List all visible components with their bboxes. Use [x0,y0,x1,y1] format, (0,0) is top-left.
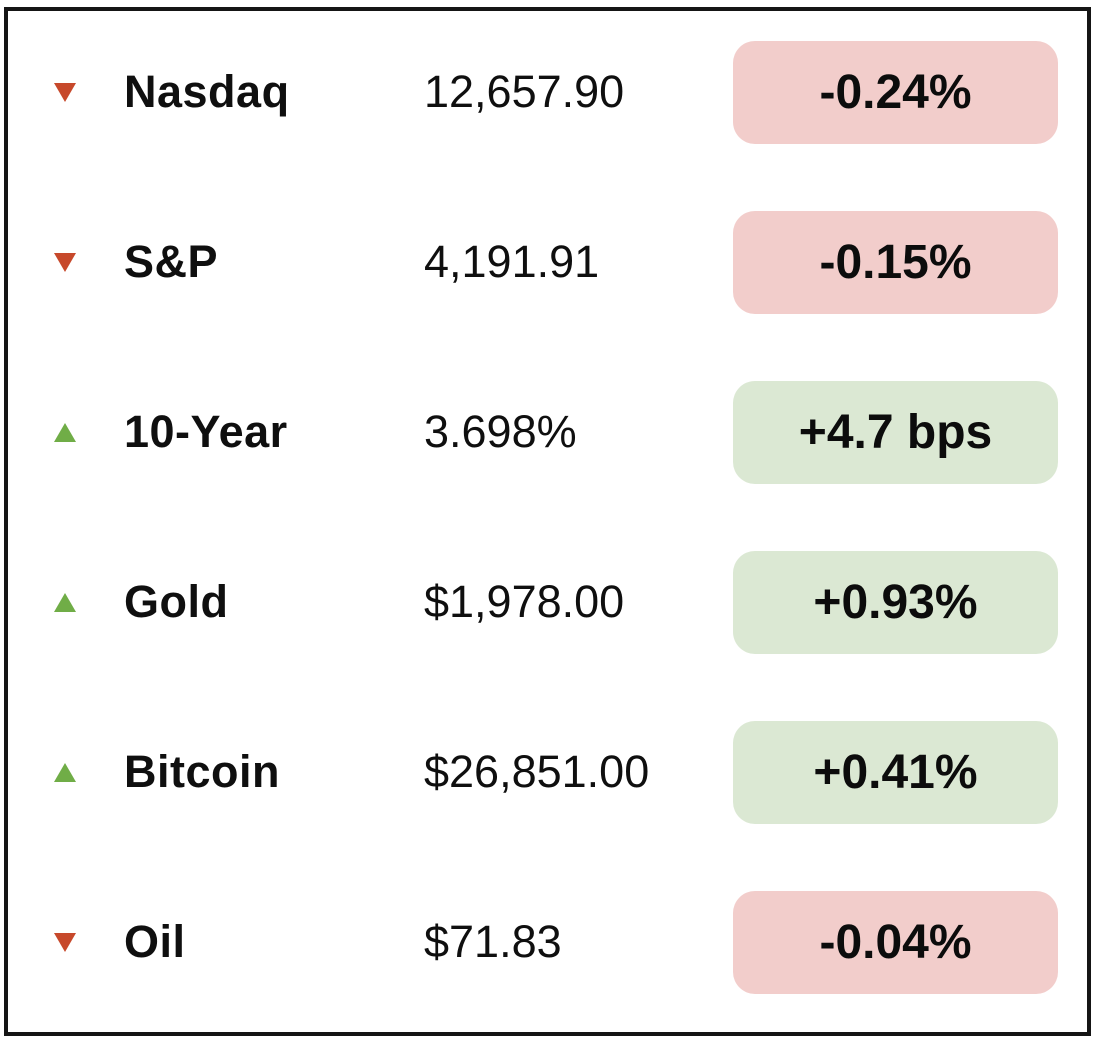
change-badge: -0.04% [733,890,1058,994]
market-rows: Nasdaq 12,657.90 -0.24% S&P 4,191.91 -0.… [8,7,1087,1027]
up-triangle-icon [54,762,76,782]
market-row-10-year: 10-Year 3.698% +4.7 bps [8,347,1087,517]
instrument-value: 4,191.91 [424,236,600,287]
down-triangle-icon [54,932,76,952]
instrument-label: 10-Year [124,406,288,457]
instrument-label: Oil [124,916,186,967]
instrument-label: Nasdaq [124,66,290,117]
change-badge: -0.24% [733,40,1058,144]
instrument-value: $1,978.00 [424,576,625,627]
market-row-oil: Oil $71.83 -0.04% [8,857,1087,1027]
change-badge: +0.41% [733,720,1058,824]
change-badge: +4.7 bps [733,380,1058,484]
instrument-value: 3.698% [424,406,577,457]
market-row-s-p: S&P 4,191.91 -0.15% [8,177,1087,347]
instrument-value: $26,851.00 [424,746,650,797]
market-row-gold: Gold $1,978.00 +0.93% [8,517,1087,687]
up-triangle-icon [54,422,76,442]
instrument-label: Gold [124,576,229,627]
instrument-label: Bitcoin [124,746,280,797]
down-triangle-icon [54,252,76,272]
down-triangle-icon [54,82,76,102]
change-badge: +0.93% [733,550,1058,654]
market-row-nasdaq: Nasdaq 12,657.90 -0.24% [8,7,1087,177]
change-badge: -0.15% [733,210,1058,314]
instrument-label: S&P [124,236,219,287]
market-row-bitcoin: Bitcoin $26,851.00 +0.41% [8,687,1087,857]
instrument-value: 12,657.90 [424,66,625,117]
market-summary-panel: Nasdaq 12,657.90 -0.24% S&P 4,191.91 -0.… [4,7,1091,1036]
instrument-value: $71.83 [424,916,562,967]
up-triangle-icon [54,592,76,612]
